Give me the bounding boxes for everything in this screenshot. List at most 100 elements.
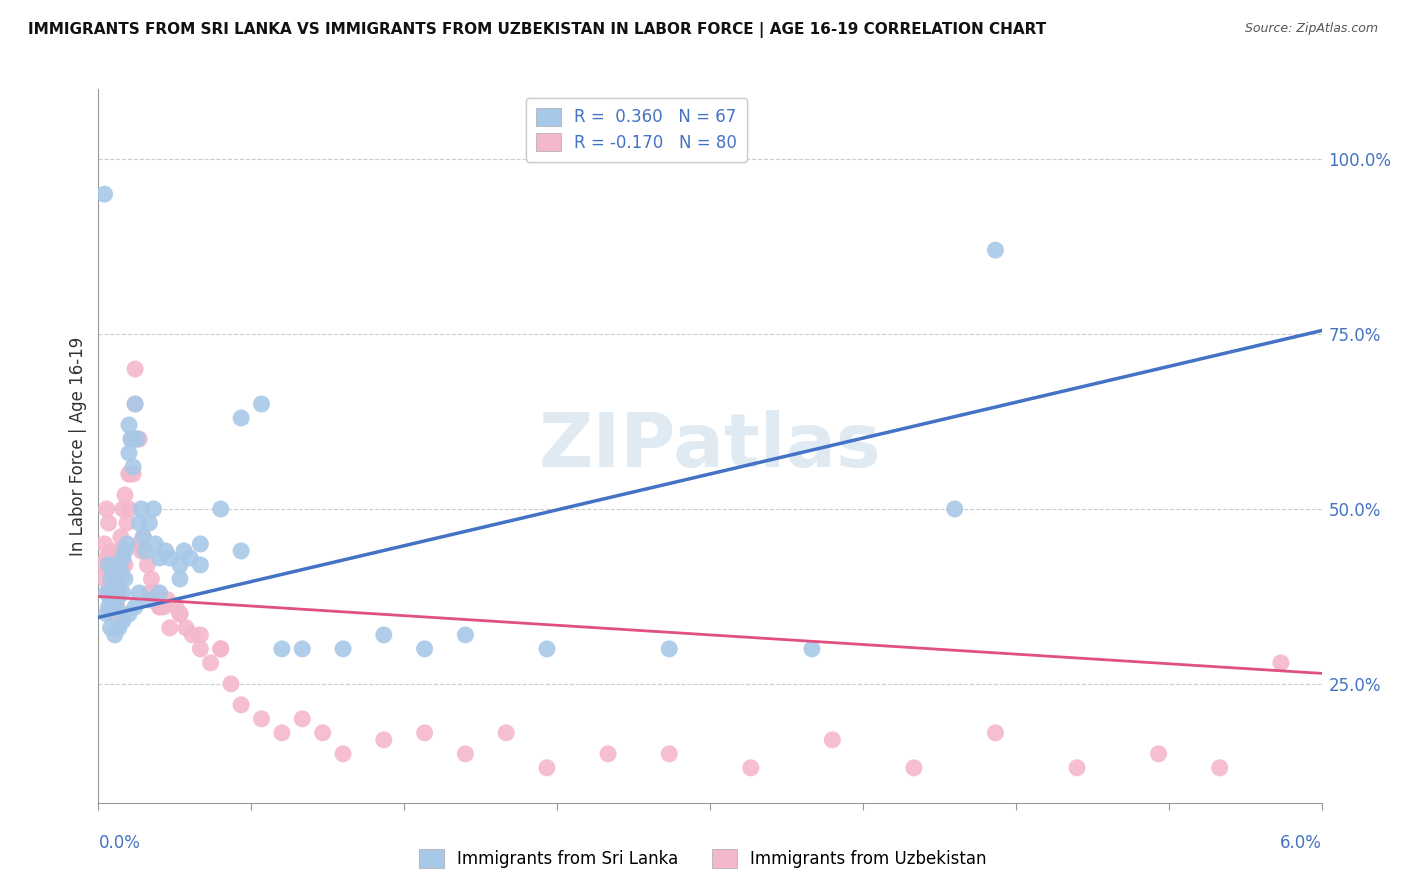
Point [120, 432, 142, 446]
Point [96, 502, 118, 516]
Point [173, 544, 195, 558]
Point [115, 537, 138, 551]
Point [231, 544, 253, 558]
Point [231, 411, 253, 425]
Point [169, 558, 191, 572]
Point [165, 599, 187, 614]
Point [270, 726, 292, 740]
Point [145, 537, 167, 551]
Point [128, 537, 150, 551]
Point [159, 550, 181, 565]
Point [124, 397, 146, 411]
Point [114, 544, 136, 558]
Point [110, 530, 132, 544]
Point [114, 488, 136, 502]
Point [96, 586, 118, 600]
Point [105, 599, 128, 614]
Point [124, 599, 146, 614]
Point [413, 641, 436, 656]
Point [114, 558, 136, 572]
Point [149, 550, 172, 565]
Point [96, 550, 118, 565]
Point [903, 761, 925, 775]
Point [291, 641, 314, 656]
Point [219, 677, 242, 691]
Point [101, 599, 124, 614]
Point [108, 621, 131, 635]
Point [188, 558, 212, 572]
Point [149, 586, 172, 600]
Point [118, 467, 141, 481]
Point [311, 726, 335, 740]
Point [181, 628, 204, 642]
Point [536, 641, 558, 656]
Point [156, 593, 179, 607]
Point [209, 641, 232, 656]
Point [93, 187, 115, 202]
Point [124, 362, 146, 376]
Point [111, 614, 134, 628]
Point [149, 599, 172, 614]
Point [188, 641, 212, 656]
Point [136, 558, 159, 572]
Point [100, 621, 122, 635]
Point [454, 747, 477, 761]
Point [658, 641, 681, 656]
Point [128, 432, 150, 446]
Point [801, 641, 824, 656]
Point [108, 586, 131, 600]
Point [495, 726, 517, 740]
Point [104, 579, 127, 593]
Point [270, 641, 292, 656]
Point [118, 502, 141, 516]
Text: IMMIGRANTS FROM SRI LANKA VS IMMIGRANTS FROM UZBEKISTAN IN LABOR FORCE | AGE 16-: IMMIGRANTS FROM SRI LANKA VS IMMIGRANTS … [28, 22, 1046, 38]
Point [105, 572, 128, 586]
Point [110, 572, 132, 586]
Point [93, 537, 115, 551]
Text: Source: ZipAtlas.com: Source: ZipAtlas.com [1244, 22, 1378, 36]
Point [250, 397, 273, 411]
Point [155, 544, 177, 558]
Point [97, 558, 120, 572]
Point [118, 467, 141, 481]
Point [332, 641, 354, 656]
Point [169, 572, 191, 586]
Point [97, 599, 120, 614]
Point [104, 599, 127, 614]
Point [108, 558, 131, 572]
Point [152, 599, 174, 614]
Point [105, 558, 128, 572]
Point [111, 558, 134, 572]
Point [101, 586, 124, 600]
Legend: Immigrants from Sri Lanka, Immigrants from Uzbekistan: Immigrants from Sri Lanka, Immigrants fr… [412, 843, 994, 875]
Point [128, 516, 150, 530]
Point [943, 502, 966, 516]
Point [179, 550, 201, 565]
Point [100, 544, 122, 558]
Point [97, 586, 120, 600]
Point [104, 572, 127, 586]
Point [96, 607, 118, 621]
Point [209, 641, 232, 656]
Point [101, 586, 124, 600]
Point [149, 599, 172, 614]
Point [93, 572, 115, 586]
Point [100, 593, 122, 607]
Point [209, 502, 232, 516]
Y-axis label: In Labor Force | Age 16-19: In Labor Force | Age 16-19 [69, 336, 87, 556]
Text: 0.0%: 0.0% [98, 834, 141, 852]
Point [104, 607, 127, 621]
Point [454, 628, 477, 642]
Point [127, 432, 149, 446]
Point [373, 628, 395, 642]
Point [332, 747, 354, 761]
Point [100, 572, 122, 586]
Point [118, 607, 141, 621]
Point [373, 732, 395, 747]
Point [142, 502, 165, 516]
Point [118, 446, 141, 460]
Point [1147, 747, 1170, 761]
Point [114, 572, 136, 586]
Point [101, 565, 124, 579]
Point [111, 502, 134, 516]
